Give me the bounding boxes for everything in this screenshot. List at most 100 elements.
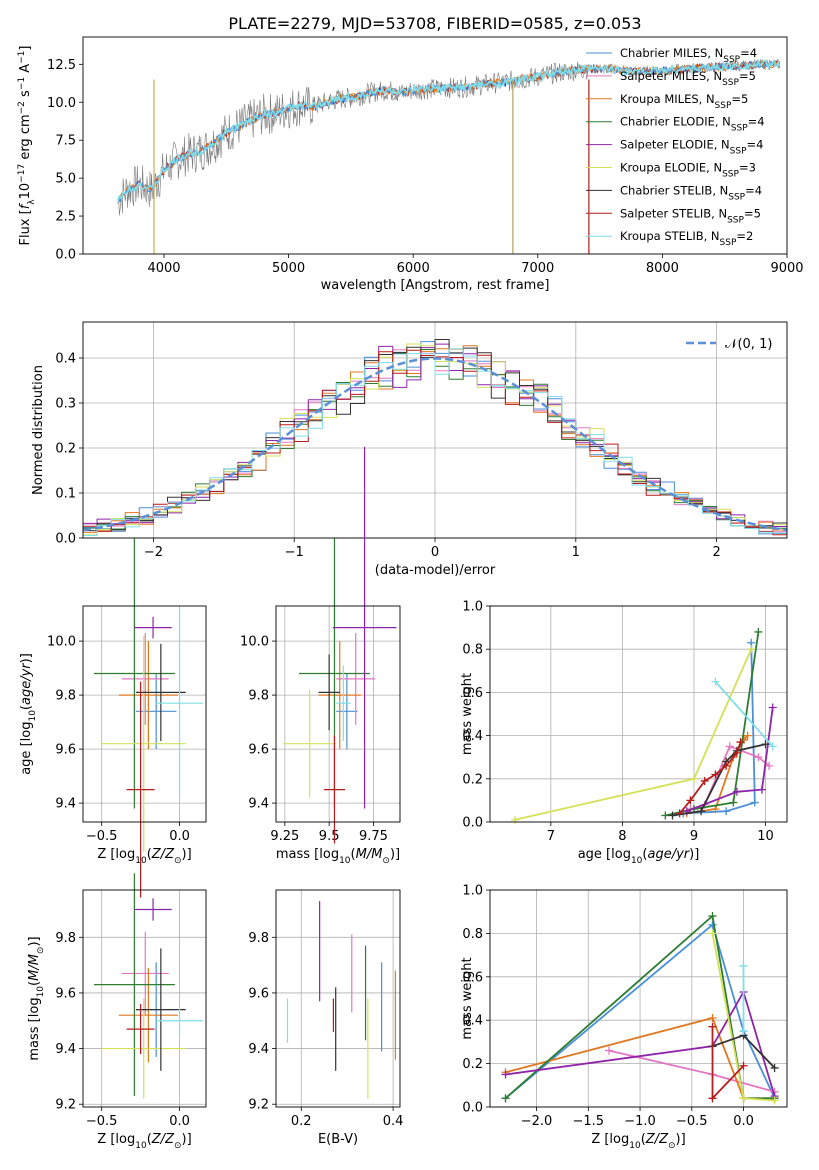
series-marker <box>768 703 777 712</box>
errorbar-point <box>93 873 175 1096</box>
y-tick-label: 0.0 <box>55 248 76 263</box>
y-tick-label: 1.0 <box>462 600 483 615</box>
y-tick-label: 10.0 <box>47 96 76 111</box>
x-tick-label: 7 <box>547 829 555 844</box>
histogram-line <box>83 348 787 536</box>
figure-title: PLATE=2279, MJD=53708, FIBERID=0585, z=0… <box>228 14 641 33</box>
y-tick-label: 7.5 <box>55 134 76 149</box>
series-marker <box>708 1022 717 1031</box>
legend-entry: Chabrier STELIB, NSSP=4 <box>620 183 762 202</box>
legend-entry: Kroupa STELIB, NSSP=2 <box>620 229 753 248</box>
series-marker <box>768 742 777 751</box>
y-axis-label: mass [log10(M/M⊙)] <box>27 936 46 1060</box>
y-tick-label: 0.8 <box>462 643 483 658</box>
y-tick-label: 0.0 <box>55 532 76 547</box>
series-marker <box>501 1070 510 1079</box>
mass-vs-Z-frame <box>82 889 207 1108</box>
series-marker <box>732 787 741 796</box>
y-tick-label: 5.0 <box>55 172 76 187</box>
x-tick-label: 9 <box>690 829 698 844</box>
y-axis-label: Normed distribution <box>31 365 46 495</box>
series-marker <box>754 627 763 636</box>
x-tick-label: −2 <box>144 545 163 560</box>
errorbar-point <box>118 967 178 1063</box>
series-line <box>708 1022 748 1103</box>
x-tick-label: 9.25 <box>270 829 299 844</box>
series-marker <box>661 811 670 820</box>
age-vs-Z-marks <box>93 538 203 898</box>
y-tick-label: 10.0 <box>240 635 269 650</box>
errorbar-point <box>283 689 337 798</box>
errorbar-point <box>118 641 178 750</box>
x-tick-label: 0.4 <box>383 1114 404 1129</box>
x-axis-label: E(B-V) <box>318 1132 358 1147</box>
x-tick-label: 9.75 <box>359 829 388 844</box>
series-marker <box>757 785 766 794</box>
x-tick-label: 8000 <box>646 261 679 276</box>
series-marker <box>708 1094 717 1103</box>
series-line <box>711 677 777 751</box>
errorbar-point <box>336 665 351 741</box>
x-tick-label: 4000 <box>147 261 180 276</box>
series-marker <box>697 807 706 816</box>
series-marker <box>743 731 752 740</box>
series-marker <box>770 1096 779 1105</box>
legend-entry: 𝒩(0, 1) <box>725 337 772 352</box>
series-line <box>511 645 756 824</box>
mass-vs-EBV-frame <box>275 889 401 1108</box>
legend-entry: Kroupa MILES, NSSP=5 <box>620 92 748 111</box>
x-tick-label: 6000 <box>397 261 430 276</box>
y-axis-label: mass weight <box>460 673 475 755</box>
series-marker <box>739 1061 748 1070</box>
spectrum-marks <box>117 58 781 254</box>
series-marker <box>729 798 738 807</box>
model-line <box>117 59 781 203</box>
residuals-axes: −2 −1 0 1 2 0.0 0.1 0.2 0.3 0.4 (data-model)/error… <box>31 322 787 578</box>
weight-vs-Z-frame <box>489 889 788 1108</box>
errorbar-point <box>126 681 155 898</box>
series-marker <box>605 1046 614 1055</box>
x-tick-label: 7000 <box>521 261 554 276</box>
weight-vs-Z-axes: −2.0 −1.5 −1.0 −0.5 0.0 0.0 0.2 0.4 0.6 0.8 1.0 Z [… <box>460 884 787 1151</box>
errorbar-point <box>318 654 340 731</box>
errorbar-point <box>135 948 186 1071</box>
series-line <box>682 703 777 816</box>
series-path <box>514 648 753 821</box>
legend-entry: Kroupa ELODIE, NSSP=3 <box>620 161 756 180</box>
x-tick-label: 0.0 <box>169 1114 190 1129</box>
series-marker <box>754 753 763 762</box>
weight-vs-age-frame <box>489 605 788 823</box>
series-marker <box>739 1027 748 1036</box>
mass-vs-Z-axes: −0.5 0.0 9.2 9.4 9.6 9.8 Z [log10(Z/Z⊙)] mass [… <box>27 890 206 1151</box>
y-tick-label: 0.1 <box>55 487 76 502</box>
series-marker <box>700 776 709 785</box>
series-marker <box>761 740 770 749</box>
series-marker <box>708 929 717 938</box>
errorbar-point <box>156 1006 203 1035</box>
x-tick-label: −1.0 <box>624 1114 656 1129</box>
series-line <box>708 929 779 1105</box>
weight-vs-Z-marks <box>501 912 779 1105</box>
y-tick-label: 0.6 <box>462 970 483 985</box>
y-tick-label: 2.5 <box>55 210 76 225</box>
errorbar-point <box>134 898 172 921</box>
y-tick-label: 0.4 <box>462 729 483 744</box>
legend-entry: Chabrier ELODIE, NSSP=4 <box>620 115 765 134</box>
x-tick-label: −0.5 <box>86 829 118 844</box>
legend-entry: Chabrier MILES, NSSP=4 <box>620 46 757 65</box>
mass-vs-EBV-marks <box>286 901 397 1099</box>
x-tick-label: 1 <box>572 545 580 560</box>
x-axis-label: wavelength [Angstrom, rest frame] <box>321 278 550 293</box>
series-marker <box>722 807 731 816</box>
y-tick-label: 9.2 <box>55 1098 76 1113</box>
y-tick-label: 9.8 <box>55 689 76 704</box>
y-tick-label: 0.2 <box>462 772 483 787</box>
x-tick-label: −1.5 <box>573 1114 605 1129</box>
y-tick-label: 0.0 <box>462 816 483 831</box>
weight-vs-age-axes: 7 8 9 10 0.0 0.2 0.4 0.6 0.8 1.0 age [log10(age/yr… <box>460 600 787 866</box>
x-axis-label: Z [log10(Z/Z⊙)] <box>97 1132 191 1151</box>
x-axis-label: mass [log10(M/M⊙)] <box>276 847 400 866</box>
y-tick-label: 9.2 <box>248 1098 269 1113</box>
x-tick-label: −0.5 <box>86 1114 118 1129</box>
series-marker <box>736 738 745 747</box>
